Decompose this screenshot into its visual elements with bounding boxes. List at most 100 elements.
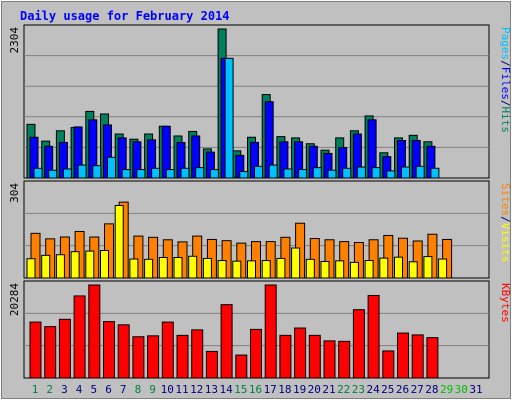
kbytes-bar	[279, 334, 292, 379]
x-axis-labels: 1 2 3 4 5 6 7 8 9 10 11 12 13 14 15 16 17 18 19 20 21 22 23 24 2…	[32, 383, 483, 396]
visits-bar	[114, 204, 124, 279]
visits-bar	[100, 249, 109, 279]
kbytes-bar	[323, 340, 336, 379]
visits-bar	[217, 260, 227, 279]
visits-bar	[423, 256, 433, 279]
legend-entry: Files	[499, 67, 512, 100]
kbytes-bar	[308, 334, 321, 379]
pages-bar	[62, 168, 72, 179]
y-max-label: 2304	[8, 27, 21, 54]
kbytes-bar	[73, 295, 86, 379]
pages-bar	[254, 165, 263, 179]
x-tick-label: 27	[411, 383, 424, 396]
pages-bar	[312, 167, 322, 179]
x-tick-label: 8	[135, 383, 142, 396]
x-tick-label: 15	[234, 383, 247, 396]
x-tick-label: 6	[105, 383, 112, 396]
visits-bar	[320, 260, 330, 279]
y-max-label: 304	[8, 183, 21, 203]
pages-bar	[195, 167, 205, 179]
x-tick-label: 5	[90, 383, 97, 396]
kbytes-bar	[205, 350, 218, 379]
x-tick-label: 21	[322, 383, 335, 396]
legend-entry: Sites	[499, 183, 512, 216]
visits-bar	[364, 260, 374, 279]
pages-bar	[107, 156, 116, 179]
visits-bar	[70, 251, 80, 279]
kbytes-bar	[235, 354, 248, 379]
legend-entry: /	[499, 60, 512, 67]
x-tick-label: 14	[219, 383, 233, 396]
legend: KBytes	[499, 283, 512, 323]
visits-bar	[129, 258, 139, 279]
kbytes-bar	[132, 336, 145, 379]
visits-sites-panel: 304 Sites/Visits	[8, 180, 512, 279]
x-tick-label: 28	[425, 383, 438, 396]
kbytes-bar	[294, 327, 307, 379]
visits-bar	[85, 250, 95, 279]
visits-bar	[261, 260, 271, 279]
pages-bar	[430, 167, 440, 179]
kbytes-bar	[176, 334, 189, 379]
visits-bar	[202, 257, 212, 279]
kbytes-bar	[397, 332, 409, 379]
x-tick-label: 31	[469, 383, 482, 396]
legend-entry: KBytes	[499, 283, 512, 323]
kbytes-bar	[426, 337, 439, 379]
kbytes-bar	[58, 318, 71, 379]
pages-bar	[136, 169, 146, 179]
pages-bar	[209, 169, 219, 179]
pages-bar	[121, 169, 131, 179]
visits-bar	[158, 257, 168, 279]
kbytes-bar	[191, 329, 204, 379]
x-tick-label: 1	[32, 383, 39, 396]
kbytes-panel: 20284 KBytes	[8, 280, 512, 379]
pages-bar	[283, 168, 293, 179]
kbytes-bar	[411, 334, 424, 379]
x-tick-label: 18	[278, 383, 291, 396]
visits-bar	[144, 258, 154, 279]
kbytes-bar	[44, 326, 57, 379]
x-tick-label: 7	[120, 383, 127, 396]
x-tick-label: 29	[440, 383, 453, 396]
visits-bar	[41, 254, 51, 279]
kbytes-bar	[264, 284, 277, 379]
pages-bar	[371, 167, 381, 179]
visits-bar	[394, 256, 403, 279]
visits-bar	[379, 257, 389, 279]
pages-bar	[151, 167, 161, 179]
visits-bar	[26, 258, 36, 279]
pages-bar	[268, 164, 278, 179]
visits-bar	[173, 257, 183, 279]
x-tick-label: 26	[396, 383, 409, 396]
pages-bar	[33, 167, 43, 179]
x-tick-label: 22	[337, 383, 350, 396]
pages-bar	[386, 170, 396, 179]
visits-bar	[232, 260, 242, 279]
kbytes-bar	[382, 350, 395, 379]
pages-bar	[224, 57, 234, 179]
x-tick-label: 13	[205, 383, 218, 396]
x-tick-label: 19	[293, 383, 306, 396]
pages-bar	[356, 166, 366, 179]
x-tick-label: 23	[352, 383, 365, 396]
visits-bar	[438, 258, 448, 279]
visits-bar	[276, 257, 286, 279]
kbytes-bar	[367, 294, 380, 379]
kbytes-bar	[103, 321, 115, 379]
x-tick-label: 17	[264, 383, 277, 396]
pages-bar	[165, 169, 175, 179]
x-tick-label: 2	[46, 383, 53, 396]
visits-bar	[335, 260, 345, 279]
kbytes-bar	[250, 328, 262, 379]
visits-bar	[55, 254, 65, 279]
pages-bar	[327, 169, 337, 179]
y-max-label: 20284	[8, 283, 21, 316]
legend-entry: /	[499, 100, 512, 107]
x-tick-label: 12	[190, 383, 203, 396]
legend-entry: Pages	[499, 27, 512, 60]
legend-entry: /	[499, 216, 512, 223]
visits-bar	[408, 261, 418, 279]
